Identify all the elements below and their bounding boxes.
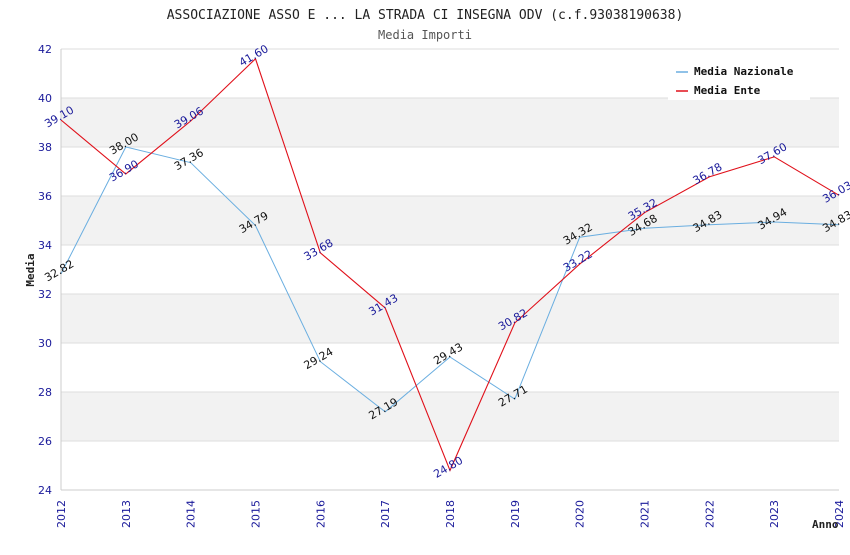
x-tick-label: 2023 (768, 500, 781, 528)
y-tick-label: 26 (38, 435, 52, 448)
y-tick-label: 30 (38, 337, 52, 350)
y-tick-label: 40 (38, 92, 52, 105)
x-tick-label: 2014 (185, 500, 198, 528)
grid-band (61, 294, 839, 343)
x-tick-label: 2024 (833, 500, 846, 528)
grid-bands (61, 49, 839, 490)
y-tick-label: 32 (38, 288, 52, 301)
grid-band (61, 343, 839, 392)
chart-title: ASSOCIAZIONE ASSO E ... LA STRADA CI INS… (167, 8, 684, 23)
legend-label-media-nazionale: Media Nazionale (694, 65, 794, 78)
grid-band (61, 441, 839, 490)
x-axis-label: Anno (812, 518, 839, 531)
x-tick-label: 2016 (314, 500, 327, 528)
grid-band (61, 196, 839, 245)
x-tick-label: 2020 (574, 500, 587, 528)
x-tick-label: 2017 (379, 500, 392, 528)
x-tick-label: 2021 (639, 500, 652, 528)
x-tick-label: 2018 (444, 500, 457, 528)
chart-subtitle: Media Importi (378, 28, 472, 42)
x-tick-label: 2019 (509, 500, 522, 528)
x-tick-label: 2013 (120, 500, 133, 528)
y-tick-label: 42 (38, 43, 52, 56)
legend-background (668, 58, 810, 100)
series-line-1 (60, 57, 840, 472)
grid-band (61, 147, 839, 196)
y-tick-label: 34 (38, 239, 52, 252)
y-tick-label: 24 (38, 484, 52, 497)
series-line-0 (60, 146, 840, 413)
x-tick-labels: 2012 2013 2014 2015 2016 2017 2018 2019 2020 2021… (55, 500, 846, 528)
y-tick-label: 36 (38, 190, 52, 203)
x-tick-label: 2012 (55, 500, 68, 528)
y-tick-label: 28 (38, 386, 52, 399)
grid-band (61, 98, 839, 147)
series-lines (60, 57, 840, 472)
y-tick-label: 38 (38, 141, 52, 154)
y-tick-labels: 24 26 28 30 32 34 36 38 40 42 (38, 43, 52, 497)
grid-band (61, 245, 839, 294)
legend-label-media-ente: Media Ente (694, 84, 761, 97)
x-tick-label: 2022 (703, 500, 716, 528)
x-tick-label: 2015 (250, 500, 263, 528)
grid-band (61, 392, 839, 441)
y-axis-label: Media (24, 253, 37, 286)
legend: Media Nazionale Media Ente (668, 58, 810, 100)
